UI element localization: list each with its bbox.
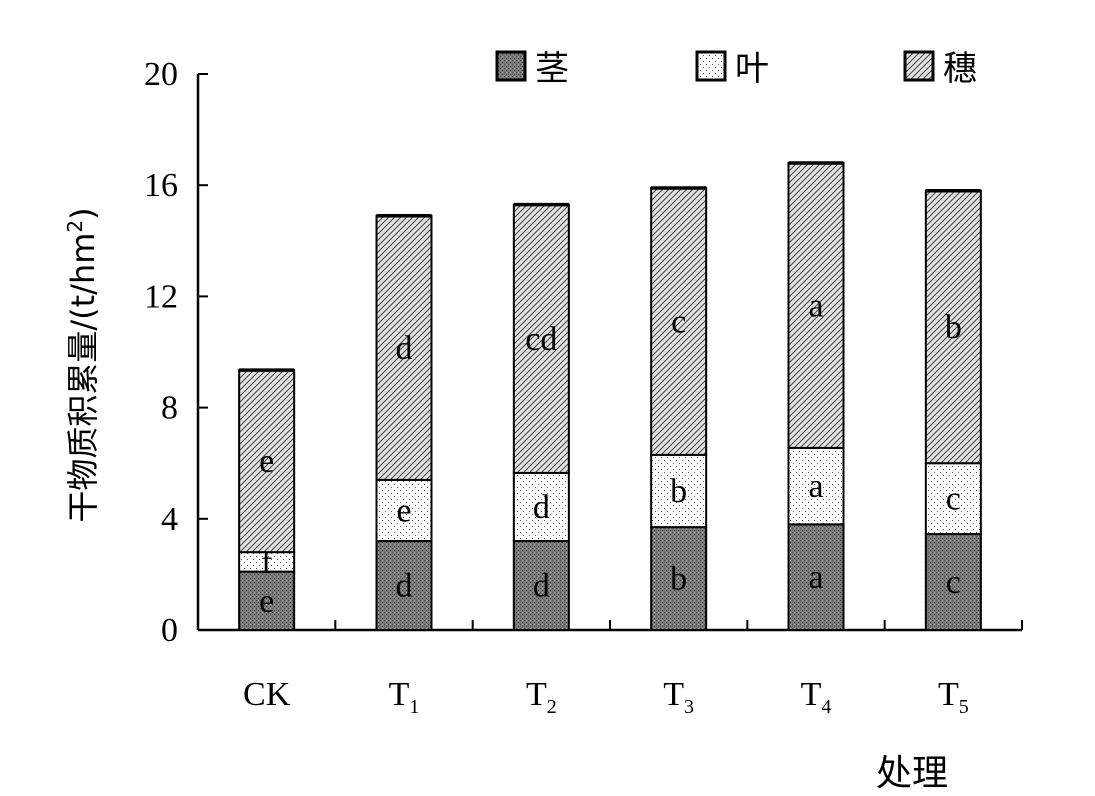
x-tick-label-5: T5 [938, 676, 969, 718]
bar-letter-0-1: d [396, 568, 413, 605]
bar-letter-1-5: c [946, 481, 961, 518]
bar-letter-0-2: d [533, 568, 550, 605]
y-tick-label-2: 8 [161, 390, 178, 427]
bar-leaf-5 [924, 462, 982, 536]
bar-leaf-3 [650, 453, 708, 529]
bar-panicle-2 [512, 203, 570, 474]
legend-label-1: 叶 [735, 49, 769, 89]
bar-letter-2-0: e [259, 443, 274, 480]
bar-letter-0-5: c [946, 564, 961, 601]
bar-letter-2-1: d [396, 330, 413, 367]
bar-panicle-5 [924, 189, 982, 465]
bar-letter-1-1: e [396, 492, 411, 529]
bar-stem-0 [238, 570, 296, 631]
x-axis-title: 处理 [876, 753, 948, 794]
x-tick-label-main-5: T [938, 676, 959, 713]
legend-swatch-2 [903, 50, 935, 82]
bar-panicle-4 [787, 161, 845, 449]
x-tick-label-sub-2: 2 [547, 696, 557, 718]
legend-swatch-1 [695, 50, 727, 82]
y-axis-title-close: ) [64, 207, 102, 219]
y-tick-label-5: 20 [144, 56, 178, 93]
bar-panicle-3 [650, 186, 708, 456]
bar-stem-1 [375, 540, 433, 631]
bar-letter-1-2: d [533, 489, 550, 526]
x-tick-label-3: T3 [663, 676, 694, 718]
x-tick-label-sub-4: 4 [821, 696, 831, 718]
bar-stem-4 [787, 523, 845, 631]
bar-letter-2-2: cd [525, 321, 557, 358]
x-tick-label-sub-5: 5 [959, 696, 969, 718]
legend-label-2: 穗 [943, 49, 977, 89]
x-tick-label-4: T4 [801, 676, 832, 718]
legend-swatch-0 [495, 50, 527, 82]
bar-stem-2 [512, 540, 570, 631]
bar-letter-2-4: a [808, 287, 823, 324]
y-axis-title: 干物质积累量/(t/hm2) [63, 207, 102, 522]
bar-letter-1-3: b [670, 473, 687, 510]
bar-panicle-0 [238, 369, 296, 554]
x-tick-label-main-2: T [526, 676, 547, 713]
x-tick-label-main-3: T [663, 676, 684, 713]
y-axis-title-main: 干物质积累量/(t/hm [64, 233, 102, 523]
y-tick-label-1: 4 [161, 501, 178, 538]
y-axis-title-superscript: 2 [63, 220, 87, 233]
y-tick-label-4: 16 [144, 167, 178, 204]
x-tick-label-main-1: T [389, 676, 410, 713]
x-tick-label-1: T1 [389, 676, 420, 718]
bar-stem-5 [924, 533, 982, 632]
legend-label-0: 茎 [535, 49, 569, 89]
y-tick-label-3: 12 [144, 278, 178, 315]
bar-letter-1-4: a [808, 468, 823, 505]
x-tick-label-0: CK [243, 676, 291, 713]
x-tick-label-2: T2 [526, 676, 557, 718]
bar-letter-0-0: e [259, 583, 274, 620]
bar-letter-2-5: b [945, 309, 962, 346]
bar-leaf-4 [787, 446, 845, 526]
y-tick-label-0: 0 [161, 612, 178, 649]
bar-letter-2-3: c [671, 303, 686, 340]
x-tick-label-main-4: T [801, 676, 822, 713]
bar-letter-0-4: a [808, 559, 823, 596]
bar-letter-0-3: b [670, 561, 687, 598]
legend: 茎叶穗 [495, 49, 977, 89]
x-tick-label-sub-1: 1 [409, 696, 419, 718]
x-tick-label-sub-3: 3 [684, 696, 694, 718]
x-tick-label-main-0: CK [243, 676, 291, 713]
